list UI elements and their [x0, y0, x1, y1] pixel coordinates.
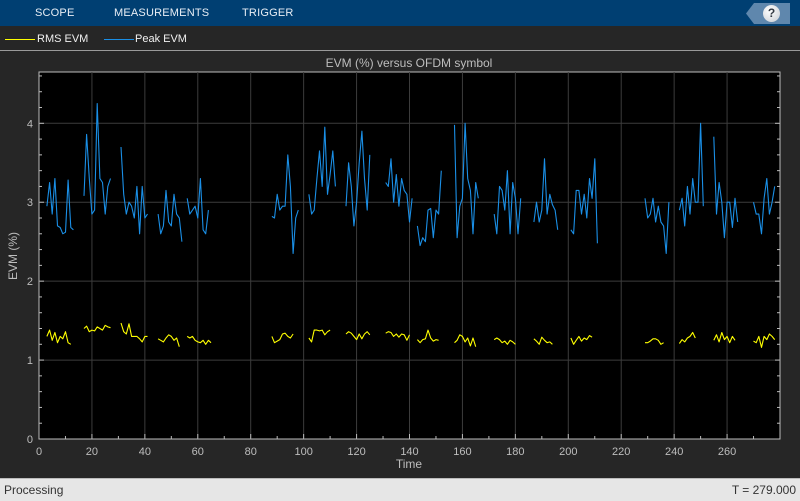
- peak-evm-line-segment: [416, 170, 442, 247]
- rms-evm-line-segment: [157, 334, 180, 347]
- peak-evm-line-segment: [157, 189, 183, 242]
- rms-evm-line-segment: [345, 331, 371, 341]
- x-tick-label: 0: [36, 446, 42, 458]
- x-tick-label: 200: [559, 446, 577, 458]
- rms-evm-line-segment: [753, 333, 776, 348]
- y-tick-label: 1: [27, 355, 33, 367]
- status-text: Processing: [4, 483, 64, 497]
- help-icon: ?: [763, 5, 780, 22]
- x-tick-label: 180: [506, 446, 524, 458]
- x-tick-label: 80: [245, 446, 257, 458]
- legend-swatch-rms: [5, 39, 35, 40]
- peak-evm-line-segment: [83, 103, 112, 215]
- legend: RMS EVM Peak EVM: [0, 26, 800, 51]
- x-tick-label: 220: [612, 446, 630, 458]
- rms-evm-line-segment: [46, 329, 72, 345]
- x-tick-label: 160: [453, 446, 471, 458]
- peak-evm-line-segment: [493, 170, 522, 235]
- x-tick-label: 260: [718, 446, 736, 458]
- x-tick-label: 20: [86, 446, 98, 458]
- x-tick-label: 120: [347, 446, 365, 458]
- legend-swatch-peak: [104, 39, 134, 40]
- status-bar: Processing T = 279.000: [0, 478, 800, 501]
- y-tick-label: 0: [27, 434, 33, 446]
- help-button[interactable]: ?: [746, 3, 790, 24]
- peak-evm-line-segment: [186, 177, 209, 235]
- rms-evm-line-segment: [533, 336, 553, 345]
- evm-plot: EVM (%) versus OFDM symbol 0 20 40 60 80 100 1…: [6, 56, 781, 471]
- y-tick-label: 2: [27, 276, 33, 288]
- time-readout: T = 279.000: [731, 483, 796, 497]
- peak-evm-line-segment: [713, 136, 739, 239]
- x-axis-label: Time: [396, 457, 423, 471]
- y-tick-label: 3: [27, 197, 33, 209]
- rms-evm-line-segment: [385, 331, 410, 341]
- rms-evm-line-segment: [186, 335, 212, 345]
- peak-evm-line-segment: [120, 146, 148, 235]
- tab-trigger[interactable]: TRIGGER: [242, 7, 294, 19]
- rms-evm-line-segment: [645, 338, 664, 345]
- peak-evm-line-segment: [533, 158, 559, 230]
- x-tick-label: 40: [139, 446, 151, 458]
- x-tick-label: 100: [294, 446, 312, 458]
- peak-evm-line-segment: [308, 126, 336, 215]
- rms-evm-line-segment: [493, 337, 516, 345]
- x-tick-label: 140: [400, 446, 418, 458]
- x-tick-label: 60: [192, 446, 204, 458]
- peak-evm-line-segment: [644, 197, 670, 255]
- tab-scope[interactable]: SCOPE: [35, 7, 75, 19]
- rms-evm-line-segment: [570, 335, 593, 345]
- rms-evm-line-segment: [83, 324, 111, 333]
- plot-title: EVM (%) versus OFDM symbol: [326, 56, 493, 70]
- peak-evm-line-segment: [453, 122, 479, 239]
- y-axis-label: EVM (%): [6, 232, 20, 280]
- peak-evm-line-segment: [752, 177, 776, 235]
- rms-evm-line-segment: [120, 322, 148, 343]
- peak-evm-line-segment: [385, 158, 413, 223]
- legend-item-rms-evm[interactable]: RMS EVM: [37, 33, 89, 45]
- rms-evm-line-segment: [713, 331, 736, 344]
- rms-evm-line-segment: [308, 329, 331, 343]
- peak-evm-line-segment: [345, 130, 371, 227]
- rms-evm-line-segment: [271, 332, 294, 344]
- legend-item-peak-evm[interactable]: Peak EVM: [135, 33, 187, 45]
- toolstrip: SCOPE MEASUREMENTS TRIGGER ?: [0, 0, 800, 26]
- peak-evm-line-segment: [678, 122, 704, 227]
- y-tick-label: 4: [27, 118, 33, 130]
- tab-measurements[interactable]: MEASUREMENTS: [114, 7, 210, 19]
- rms-evm-line-segment: [454, 334, 477, 347]
- rms-evm-line-segment: [416, 329, 439, 344]
- peak-evm-line-segment: [271, 154, 299, 255]
- peak-evm-line-segment: [46, 177, 74, 235]
- x-tick-label: 240: [665, 446, 683, 458]
- peak-evm-line-segment: [570, 158, 598, 244]
- rms-evm-line-segment: [678, 331, 696, 344]
